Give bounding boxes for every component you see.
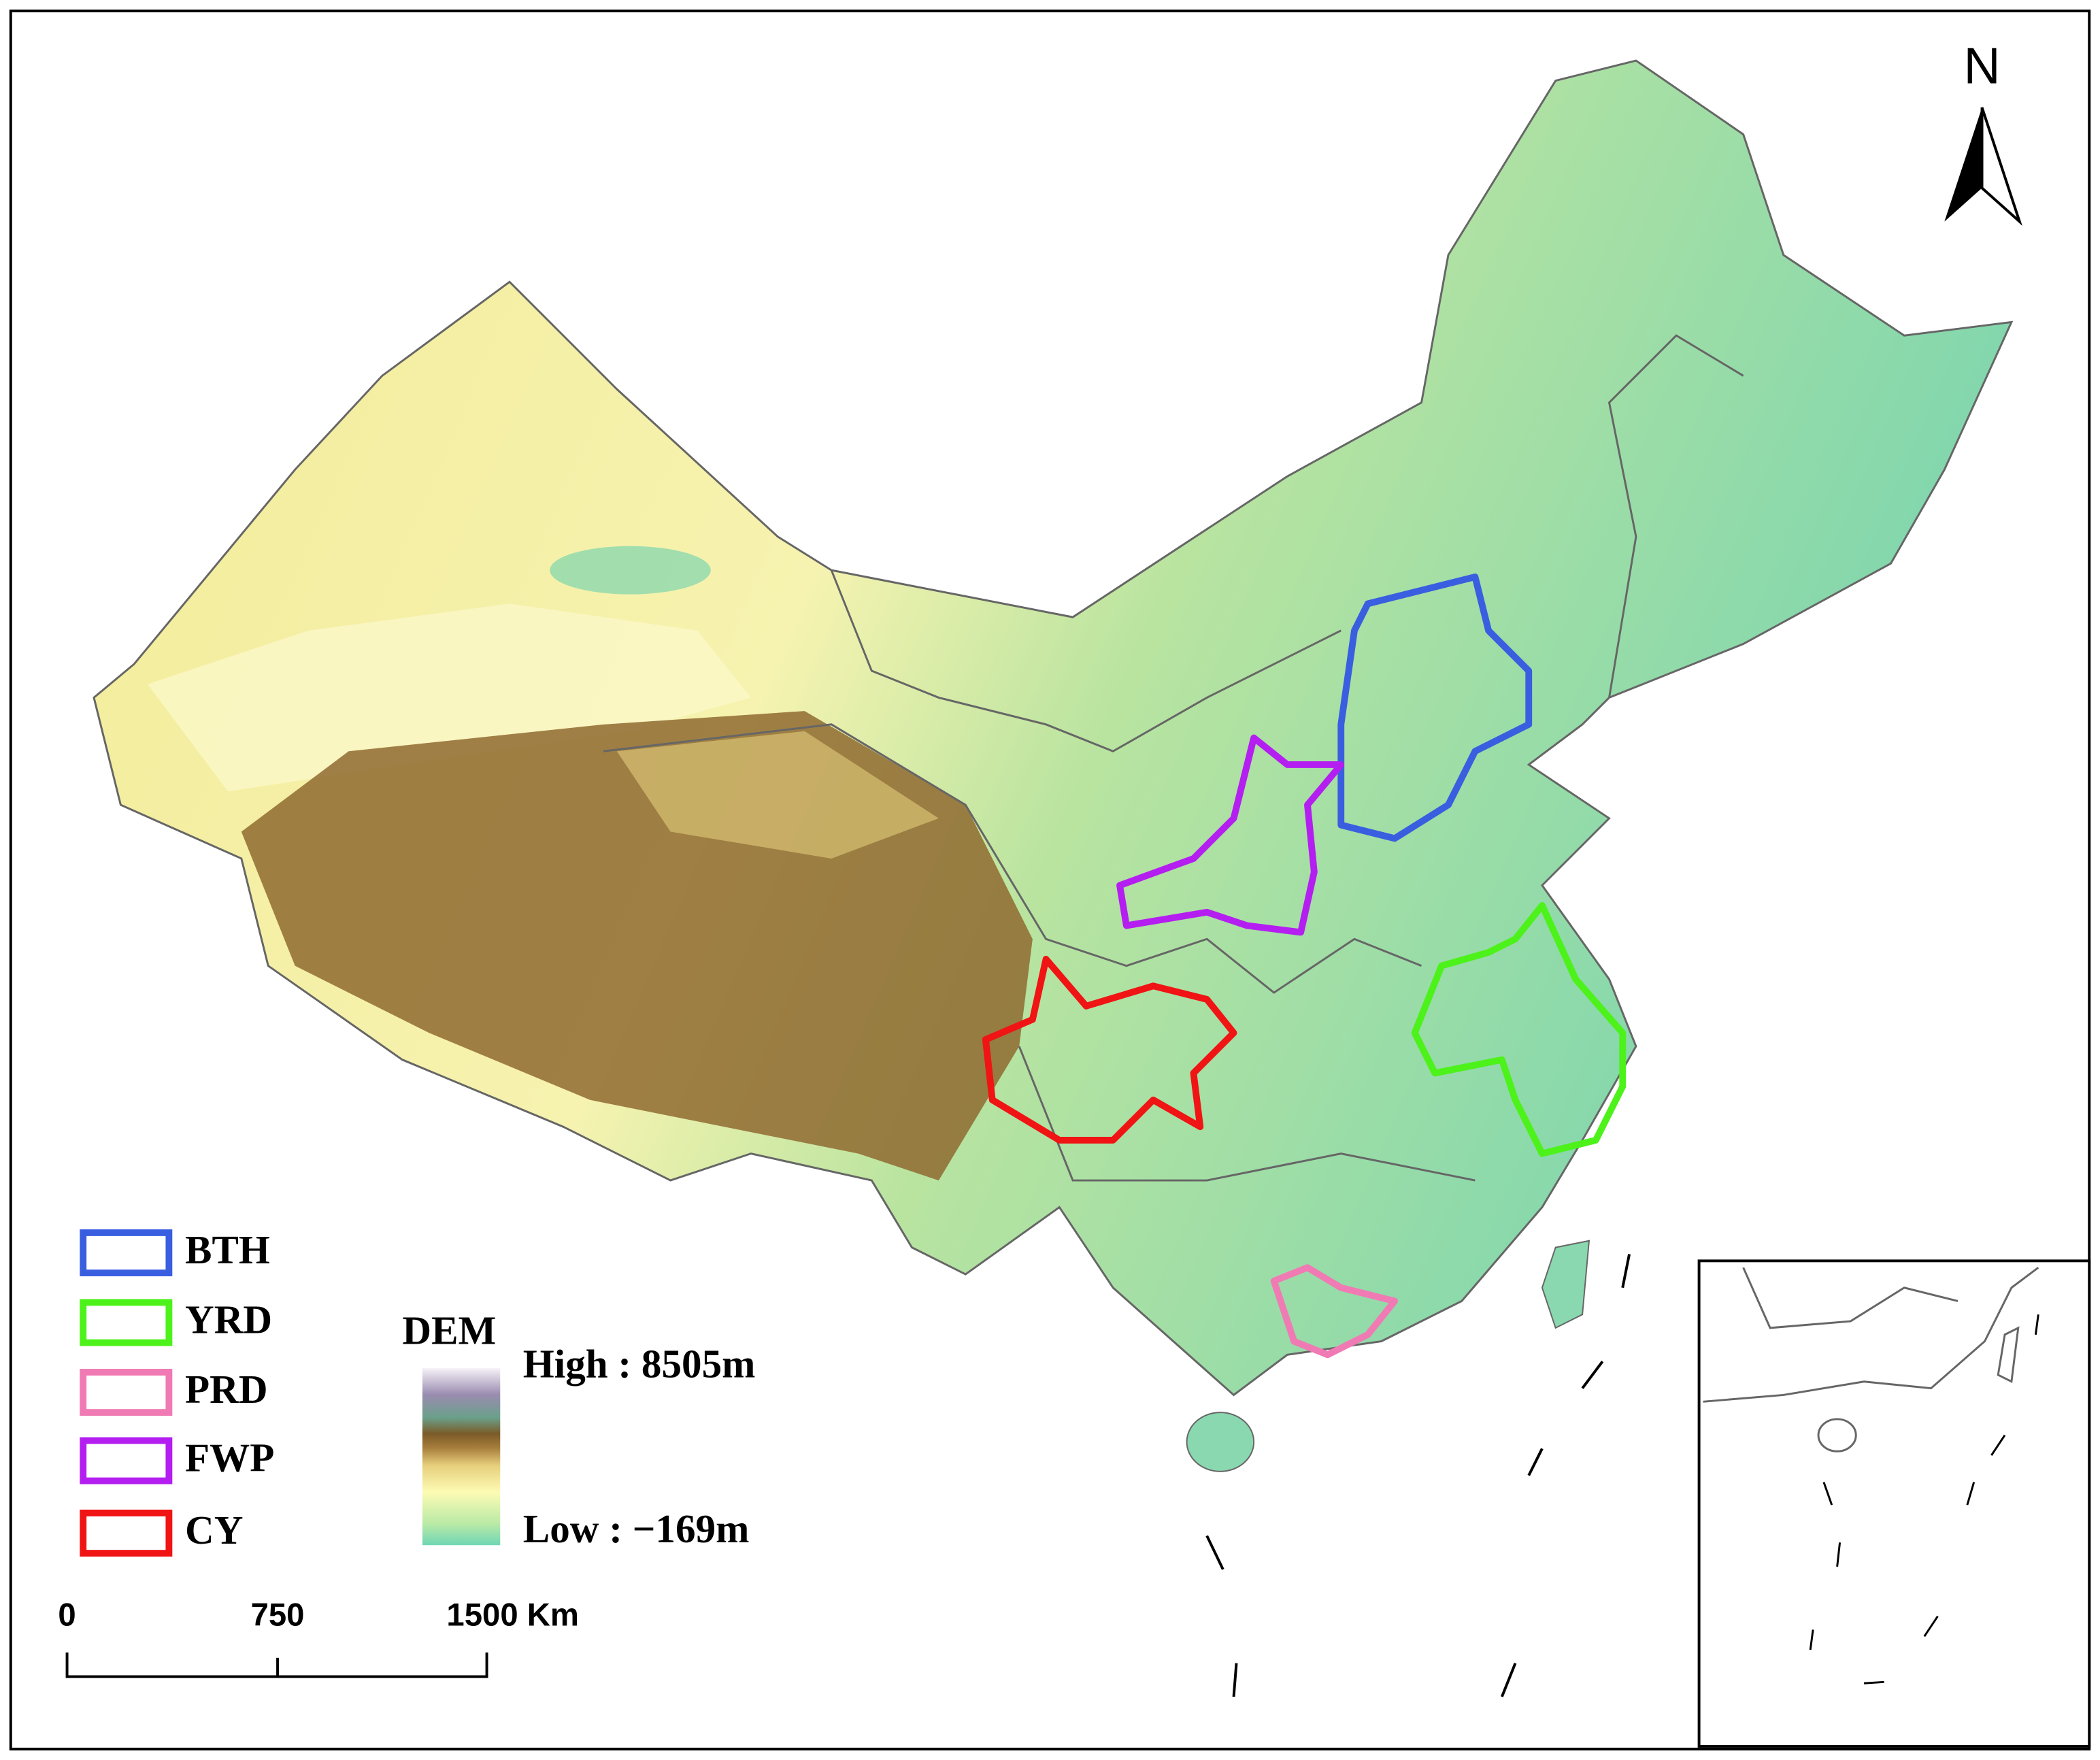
region-outline (1411, 902, 1627, 1157)
legend-label: FWP (185, 1435, 274, 1480)
region-outline (1337, 574, 1533, 842)
dem-legend: DEM High : 8505m Low : −169m (402, 1308, 755, 1551)
dem-high: High : 8505m (523, 1342, 756, 1387)
dem-colorbar (422, 1368, 501, 1546)
legend-label: YRD (185, 1297, 272, 1342)
north-label: N (1963, 37, 2000, 95)
china-terrain (93, 59, 2014, 1472)
legend-swatch (80, 1229, 173, 1277)
legend-label: PRD (185, 1367, 268, 1412)
legend: BTH YRD PRD FWP CY (80, 1227, 274, 1557)
legend-label: CY (185, 1508, 243, 1553)
dem-low: Low : −169m (523, 1506, 750, 1551)
legend-swatch (80, 1437, 173, 1484)
legend-swatch (80, 1299, 173, 1346)
inset-map (1697, 1259, 2091, 1748)
legend-swatch (80, 1369, 173, 1416)
legend-label: BTH (185, 1227, 270, 1272)
scale-label: 750 (251, 1597, 305, 1633)
south-sea-dashes (1205, 1254, 1631, 1697)
region-outline (1270, 1264, 1399, 1359)
north-arrow: N (1944, 37, 2022, 226)
region-outline (982, 955, 1237, 1144)
region-outline (1116, 734, 1345, 936)
legend-swatch (80, 1510, 173, 1557)
scale-label: 1500 Km (446, 1597, 579, 1633)
dem-title: DEM (402, 1308, 496, 1352)
scale-bar: 0 750 1500 Km (58, 1597, 579, 1678)
scale-label: 0 (58, 1597, 76, 1633)
